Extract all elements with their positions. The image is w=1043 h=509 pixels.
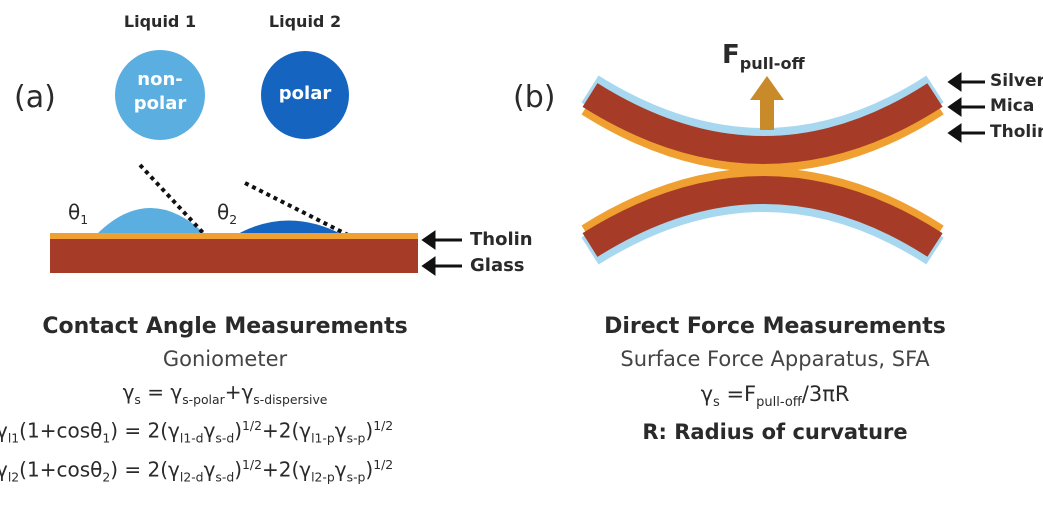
pull-arrow	[750, 76, 784, 130]
subscript: l2-p	[311, 470, 335, 485]
text-part: +2(γ	[262, 419, 311, 443]
liquid-name: Liquid 2	[269, 12, 341, 31]
text-part: θ	[68, 200, 80, 224]
diagram: (a) Liquid 1 Liquid 2 non- polar polar θ…	[0, 0, 1043, 509]
subscript: l2-d	[180, 470, 204, 485]
liquid-type: non- polar	[134, 68, 186, 116]
layer-label: Mica	[990, 96, 1034, 116]
note: R: Radius of curvature	[642, 420, 907, 444]
glass-layer	[50, 239, 418, 273]
text-part: (1+cosθ	[19, 419, 102, 443]
text-part: γ	[123, 380, 135, 404]
text-part: (1+cosθ	[19, 458, 102, 482]
subscript: l1	[8, 431, 19, 446]
lower-surface	[590, 184, 935, 251]
panel-title: Direct Force Measurements	[604, 314, 946, 339]
superscript: 1/2	[242, 457, 262, 472]
text-part: )	[234, 458, 242, 482]
equation: γl2(1+cosθ2) = 2(γl2-dγs-d)1/2+2(γl2-pγs…	[0, 457, 393, 485]
angle-label: θ1	[68, 200, 88, 227]
superscript: 1/2	[373, 418, 393, 433]
subscript: s-d	[215, 470, 234, 485]
layer-label: Silver	[990, 71, 1043, 91]
text-part: ) = 2(γ	[110, 458, 180, 482]
subscript: l1-d	[180, 431, 204, 446]
text-part: γ	[204, 458, 216, 482]
layer-label: Tholin	[990, 122, 1043, 142]
text-part: )	[234, 419, 242, 443]
equation: γl1(1+cosθ1) = 2(γl1-dγs-d)1/2+2(γl1-pγs…	[0, 418, 393, 446]
layer-label: Tholin	[470, 229, 533, 250]
superscript: 1/2	[242, 418, 262, 433]
text-part: +γ	[225, 380, 254, 404]
subscript: 2	[229, 212, 237, 227]
superscript: 1/2	[373, 457, 393, 472]
panel-label: (a)	[14, 80, 56, 115]
text-part: ) = 2(γ	[110, 419, 180, 443]
angle-label: θ2	[217, 200, 237, 227]
text-part: /3πR	[802, 382, 850, 406]
text-part: =F	[720, 382, 756, 406]
subscript: s-p	[347, 470, 366, 485]
subscript: l2	[8, 470, 19, 485]
text-part: γ	[0, 419, 8, 443]
liquid-type-line: non-	[134, 68, 186, 92]
equation: γs = γs-polar+γs-dispersive	[123, 380, 328, 407]
panel-title: Contact Angle Measurements	[42, 314, 407, 339]
subscript: s-p	[347, 431, 366, 446]
panel-label: (b)	[513, 80, 555, 115]
arrows-b	[950, 75, 985, 140]
text-part: γ	[335, 458, 347, 482]
text-part: γ	[701, 382, 713, 406]
droplet1	[95, 208, 207, 236]
tholin-layer	[50, 233, 418, 239]
layer-label: Glass	[470, 255, 525, 276]
text-part: = γ	[141, 380, 182, 404]
force-label: Fpull-off	[722, 40, 805, 73]
instrument: Surface Force Apparatus, SFA	[620, 347, 929, 371]
liquid-type: polar	[279, 83, 331, 104]
subscript: pull-off	[756, 395, 802, 410]
text-part: γ	[335, 419, 347, 443]
text-part: γ	[204, 419, 216, 443]
subscript: s-d	[215, 431, 234, 446]
liquid-name: Liquid 1	[124, 12, 196, 31]
text-part: γ	[0, 458, 8, 482]
subscript: pull-off	[740, 54, 805, 73]
equation: γs =Fpull-off/3πR	[701, 382, 850, 410]
arrows-a	[424, 233, 462, 273]
subscript: s-dispersive	[253, 392, 327, 407]
subscript: 1	[80, 212, 88, 227]
text-part: F	[722, 40, 740, 70]
text-part: +2(γ	[262, 458, 311, 482]
liquid-type-line: polar	[134, 92, 186, 116]
subscript: l1-p	[311, 431, 335, 446]
text-part: θ	[217, 200, 229, 224]
subscript: s-polar	[182, 392, 225, 407]
instrument: Goniometer	[163, 347, 287, 371]
